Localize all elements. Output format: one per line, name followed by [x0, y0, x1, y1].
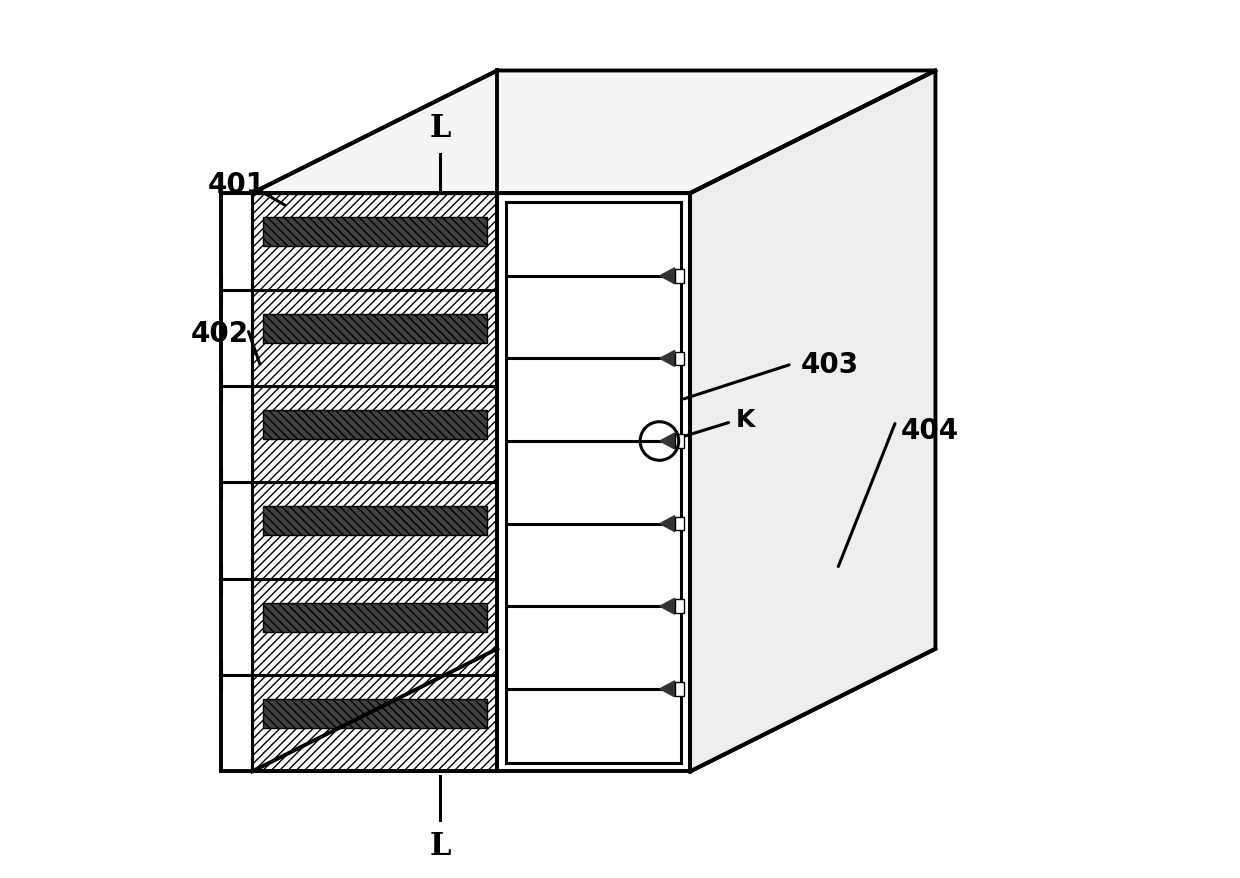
Bar [252, 194, 497, 772]
Bar [263, 314, 487, 343]
Text: 404: 404 [900, 416, 959, 444]
Polygon shape [660, 516, 675, 532]
Bar [263, 218, 487, 247]
Polygon shape [660, 269, 675, 284]
Bar [252, 194, 497, 291]
Bar [252, 675, 497, 772]
Polygon shape [252, 71, 935, 194]
Bar [263, 700, 487, 728]
Text: L: L [430, 112, 451, 144]
Bar [263, 507, 487, 536]
Bar [252, 579, 497, 675]
Bar [675, 517, 683, 531]
Bar [675, 682, 683, 696]
Bar [675, 270, 683, 284]
Text: L: L [430, 831, 451, 861]
Polygon shape [497, 194, 691, 772]
Bar [675, 352, 683, 366]
Bar [675, 600, 683, 614]
Bar [252, 386, 497, 483]
Polygon shape [660, 599, 675, 615]
Text: 402: 402 [191, 320, 249, 348]
Text: K: K [735, 407, 755, 432]
Polygon shape [660, 434, 675, 450]
Bar [263, 411, 487, 439]
Polygon shape [252, 194, 691, 772]
Bar [675, 435, 683, 449]
Text: 401: 401 [208, 171, 267, 199]
Polygon shape [691, 71, 935, 772]
Bar [252, 291, 497, 386]
Polygon shape [660, 351, 675, 367]
Bar [252, 483, 497, 579]
Text: 403: 403 [801, 350, 858, 378]
Bar [263, 603, 487, 632]
Polygon shape [660, 681, 675, 697]
